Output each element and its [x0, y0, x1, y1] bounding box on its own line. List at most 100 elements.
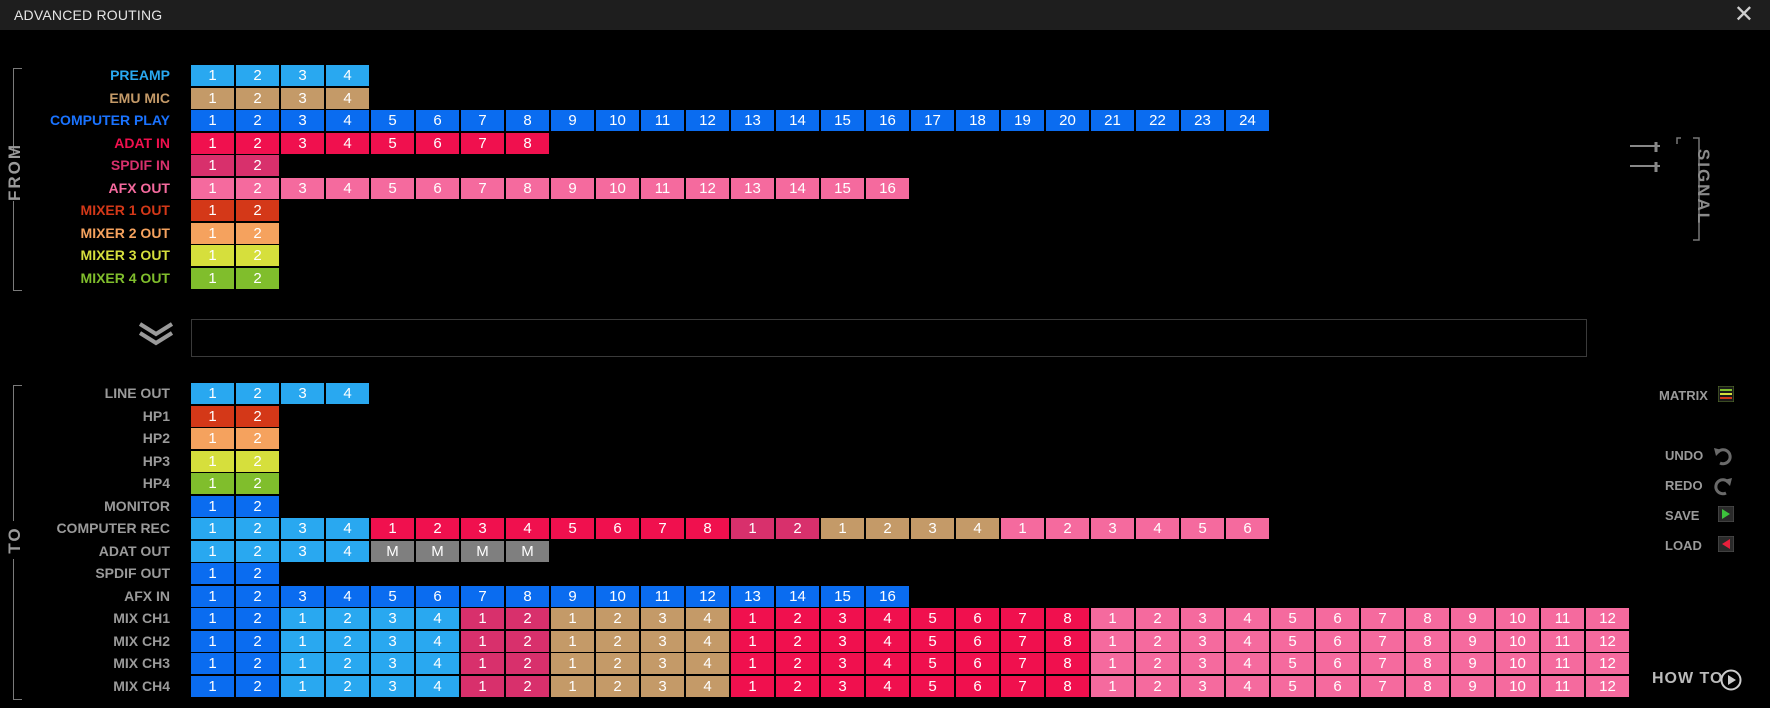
to_rows-channel-mix-ch1-24[interactable]: 4 — [1226, 608, 1269, 629]
from_rows-channel-computer-play-21[interactable]: 21 — [1091, 110, 1134, 131]
from_rows-channel-afx-out-16[interactable]: 16 — [866, 178, 909, 199]
to_rows-channel-computer-rec-20[interactable]: 2 — [1046, 518, 1089, 539]
to_rows-channel-afx-in-6[interactable]: 6 — [416, 586, 459, 607]
to_rows-channel-monitor-1[interactable]: 1 — [191, 496, 234, 517]
from_rows-channel-computer-play-19[interactable]: 19 — [1001, 110, 1044, 131]
to_rows-channel-mix-ch3-24[interactable]: 4 — [1226, 653, 1269, 674]
from_rows-channel-computer-play-10[interactable]: 10 — [596, 110, 639, 131]
from_rows-channel-computer-play-16[interactable]: 16 — [866, 110, 909, 131]
from_rows-channel-mixer-4-out-1[interactable]: 1 — [191, 268, 234, 289]
signal-button[interactable]: SIGNAL — [1694, 148, 1714, 226]
to_rows-channel-mix-ch1-12[interactable]: 4 — [686, 608, 729, 629]
from_rows-channel-computer-play-7[interactable]: 7 — [461, 110, 504, 131]
to_rows-channel-mix-ch4-23[interactable]: 3 — [1181, 676, 1224, 697]
to_rows-channel-mix-ch2-15[interactable]: 3 — [821, 631, 864, 652]
to_rows-channel-computer-rec-3[interactable]: 3 — [281, 518, 324, 539]
to_rows-channel-computer-rec-17[interactable]: 3 — [911, 518, 954, 539]
to_rows-channel-mix-ch2-22[interactable]: 2 — [1136, 631, 1179, 652]
to_rows-channel-computer-rec-16[interactable]: 2 — [866, 518, 909, 539]
to_rows-channel-mix-ch4-9[interactable]: 1 — [551, 676, 594, 697]
to_rows-channel-mix-ch2-23[interactable]: 3 — [1181, 631, 1224, 652]
from_rows-channel-mixer-2-out-2[interactable]: 2 — [236, 223, 279, 244]
from_rows-channel-afx-out-15[interactable]: 15 — [821, 178, 864, 199]
from_rows-channel-computer-play-4[interactable]: 4 — [326, 110, 369, 131]
load-icon[interactable] — [1718, 536, 1734, 552]
to_rows-channel-mix-ch2-31[interactable]: 11 — [1541, 631, 1584, 652]
from_rows-channel-spdif-in-1[interactable]: 1 — [191, 155, 234, 176]
signal-icon[interactable] — [1630, 140, 1666, 176]
to_rows-channel-mix-ch3-6[interactable]: 4 — [416, 653, 459, 674]
from_rows-channel-computer-play-23[interactable]: 23 — [1181, 110, 1224, 131]
from_rows-channel-adat-in-3[interactable]: 3 — [281, 133, 324, 154]
to_rows-channel-mix-ch3-27[interactable]: 7 — [1361, 653, 1404, 674]
from_rows-channel-mixer-4-out-2[interactable]: 2 — [236, 268, 279, 289]
to_rows-channel-mix-ch2-29[interactable]: 9 — [1451, 631, 1494, 652]
to_rows-channel-adat-out-5[interactable]: M — [371, 541, 414, 562]
to_rows-channel-mix-ch1-22[interactable]: 2 — [1136, 608, 1179, 629]
undo-icon[interactable] — [1712, 444, 1734, 466]
from_rows-channel-preamp-2[interactable]: 2 — [236, 65, 279, 86]
from_rows-channel-afx-out-1[interactable]: 1 — [191, 178, 234, 199]
to_rows-channel-mix-ch4-21[interactable]: 1 — [1091, 676, 1134, 697]
load-button[interactable]: LOAD — [1665, 538, 1702, 553]
to_rows-channel-mix-ch1-18[interactable]: 6 — [956, 608, 999, 629]
to_rows-channel-mix-ch1-15[interactable]: 3 — [821, 608, 864, 629]
to_rows-channel-mix-ch1-8[interactable]: 2 — [506, 608, 549, 629]
to_rows-channel-mix-ch2-1[interactable]: 1 — [191, 631, 234, 652]
to_rows-channel-mix-ch4-20[interactable]: 8 — [1046, 676, 1089, 697]
to_rows-channel-hp3-1[interactable]: 1 — [191, 451, 234, 472]
to_rows-channel-afx-in-11[interactable]: 11 — [641, 586, 684, 607]
to_rows-channel-mix-ch3-30[interactable]: 10 — [1496, 653, 1539, 674]
to_rows-channel-mix-ch4-26[interactable]: 6 — [1316, 676, 1359, 697]
routing-drop-zone[interactable] — [191, 319, 1587, 357]
to_rows-channel-mix-ch1-29[interactable]: 9 — [1451, 608, 1494, 629]
to_rows-channel-afx-in-10[interactable]: 10 — [596, 586, 639, 607]
to_rows-channel-mix-ch3-17[interactable]: 5 — [911, 653, 954, 674]
to_rows-channel-hp2-1[interactable]: 1 — [191, 428, 234, 449]
to_rows-channel-computer-rec-1[interactable]: 1 — [191, 518, 234, 539]
from_rows-channel-emu-mic-1[interactable]: 1 — [191, 88, 234, 109]
close-icon[interactable]: ✕ — [1733, 1, 1754, 28]
from_rows-channel-computer-play-11[interactable]: 11 — [641, 110, 684, 131]
to_rows-channel-mix-ch1-19[interactable]: 7 — [1001, 608, 1044, 629]
to_rows-channel-computer-rec-2[interactable]: 2 — [236, 518, 279, 539]
from_rows-channel-adat-in-4[interactable]: 4 — [326, 133, 369, 154]
to_rows-channel-mix-ch3-19[interactable]: 7 — [1001, 653, 1044, 674]
to_rows-channel-computer-rec-7[interactable]: 3 — [461, 518, 504, 539]
how-to-button[interactable]: HOW TO — [1652, 670, 1723, 688]
from_rows-channel-mixer-3-out-2[interactable]: 2 — [236, 245, 279, 266]
to_rows-channel-mix-ch1-1[interactable]: 1 — [191, 608, 234, 629]
to_rows-channel-mix-ch2-2[interactable]: 2 — [236, 631, 279, 652]
from_rows-channel-adat-in-6[interactable]: 6 — [416, 133, 459, 154]
to_rows-channel-mix-ch2-26[interactable]: 6 — [1316, 631, 1359, 652]
from_rows-channel-mixer-2-out-1[interactable]: 1 — [191, 223, 234, 244]
to_rows-channel-hp1-2[interactable]: 2 — [236, 406, 279, 427]
to_rows-channel-afx-in-16[interactable]: 16 — [866, 586, 909, 607]
to_rows-channel-mix-ch1-14[interactable]: 2 — [776, 608, 819, 629]
to_rows-channel-computer-rec-8[interactable]: 4 — [506, 518, 549, 539]
from_rows-channel-computer-play-2[interactable]: 2 — [236, 110, 279, 131]
to_rows-channel-mix-ch2-28[interactable]: 8 — [1406, 631, 1449, 652]
to_rows-channel-afx-in-14[interactable]: 14 — [776, 586, 819, 607]
to_rows-channel-mix-ch1-13[interactable]: 1 — [731, 608, 774, 629]
to_rows-channel-mix-ch1-17[interactable]: 5 — [911, 608, 954, 629]
from_rows-channel-adat-in-1[interactable]: 1 — [191, 133, 234, 154]
from_rows-channel-computer-play-1[interactable]: 1 — [191, 110, 234, 131]
to_rows-channel-line-out-4[interactable]: 4 — [326, 383, 369, 404]
from_rows-channel-computer-play-5[interactable]: 5 — [371, 110, 414, 131]
to_rows-channel-adat-out-2[interactable]: 2 — [236, 541, 279, 562]
to_rows-channel-mix-ch1-26[interactable]: 6 — [1316, 608, 1359, 629]
to_rows-channel-mix-ch3-15[interactable]: 3 — [821, 653, 864, 674]
to_rows-channel-mix-ch1-28[interactable]: 8 — [1406, 608, 1449, 629]
to_rows-channel-mix-ch3-9[interactable]: 1 — [551, 653, 594, 674]
from_rows-channel-afx-out-5[interactable]: 5 — [371, 178, 414, 199]
to_rows-channel-computer-rec-11[interactable]: 7 — [641, 518, 684, 539]
from_rows-channel-mixer-1-out-1[interactable]: 1 — [191, 200, 234, 221]
to_rows-channel-mix-ch1-5[interactable]: 3 — [371, 608, 414, 629]
save-icon[interactable] — [1718, 506, 1734, 522]
to_rows-channel-mix-ch4-10[interactable]: 2 — [596, 676, 639, 697]
to_rows-channel-mix-ch4-12[interactable]: 4 — [686, 676, 729, 697]
to_rows-channel-mix-ch1-31[interactable]: 11 — [1541, 608, 1584, 629]
from_rows-channel-computer-play-6[interactable]: 6 — [416, 110, 459, 131]
to_rows-channel-mix-ch4-7[interactable]: 1 — [461, 676, 504, 697]
